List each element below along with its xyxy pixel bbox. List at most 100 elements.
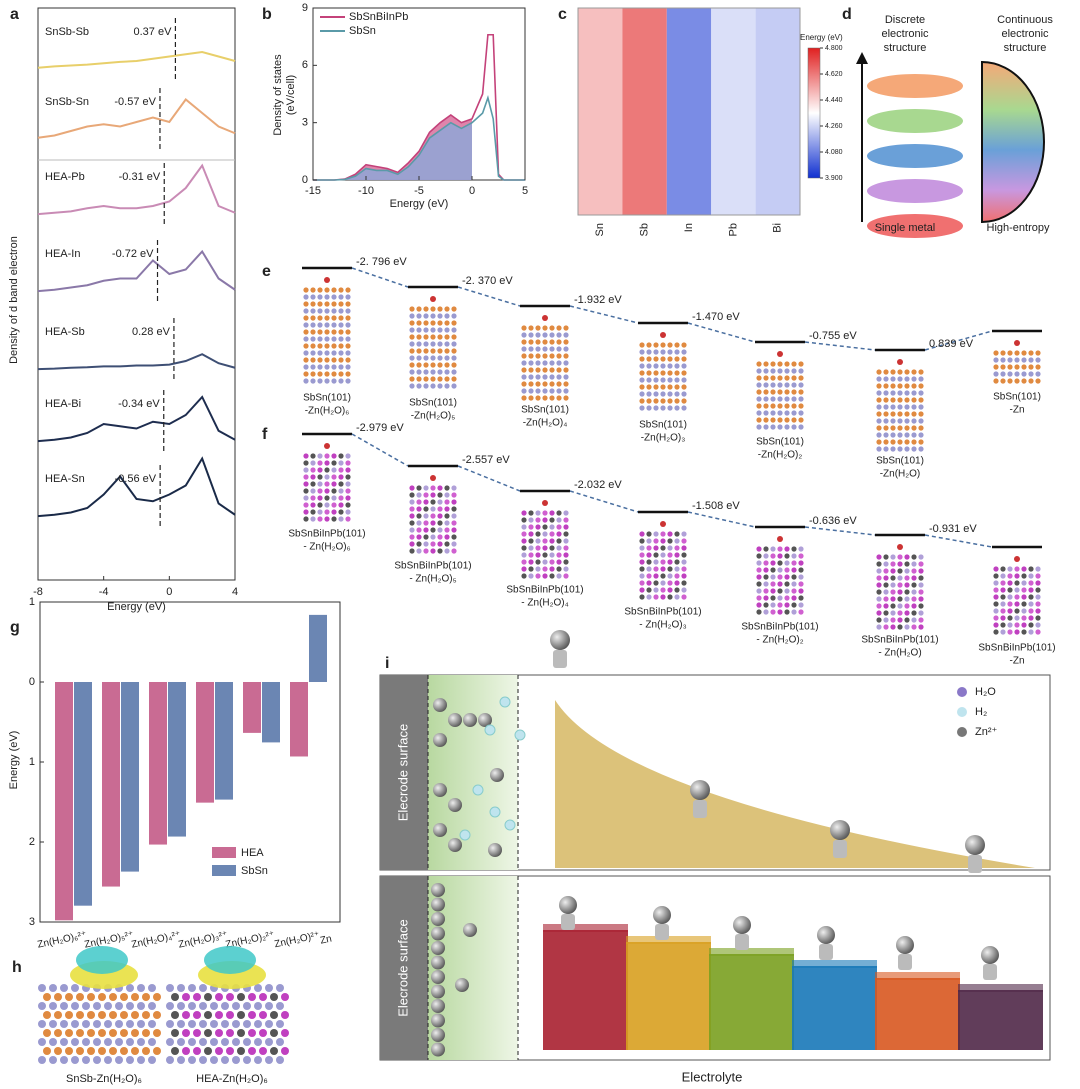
atom: [1000, 580, 1006, 586]
atom: [215, 993, 223, 1001]
atom: [756, 368, 762, 374]
energy-label: -2. 796 eV: [356, 256, 407, 268]
atom: [883, 369, 889, 375]
atom: [199, 984, 207, 992]
atom: [317, 453, 323, 459]
atom: [451, 492, 457, 498]
transition: [687, 322, 756, 343]
series-label: HEA-Pb: [45, 171, 85, 183]
atom: [310, 301, 316, 307]
atom: [911, 561, 917, 567]
atom: [993, 608, 999, 614]
zinc-ion: [433, 698, 447, 712]
structure-label: SnSb-Zn(H₂O)₆: [66, 1073, 142, 1085]
atom: [237, 1011, 245, 1019]
atom: [65, 1047, 73, 1055]
transition: [569, 490, 639, 513]
atom: [763, 574, 769, 580]
atom: [451, 334, 457, 340]
atom: [310, 308, 316, 314]
arrow-head: [856, 52, 868, 64]
zinc-deposit: [431, 999, 445, 1013]
atom: [563, 332, 569, 338]
atom: [777, 396, 783, 402]
atom: [521, 325, 527, 331]
bar: [149, 682, 167, 845]
atom: [646, 377, 652, 383]
atom: [911, 568, 917, 574]
colorbar-tick-label: 4.260: [825, 123, 843, 130]
atom: [317, 509, 323, 515]
atom: [430, 485, 436, 491]
atom: [784, 410, 790, 416]
atom: [876, 439, 882, 445]
atom: [897, 432, 903, 438]
atom: [60, 1002, 68, 1010]
atom: [563, 538, 569, 544]
atom: [338, 350, 344, 356]
atom: [763, 403, 769, 409]
atom: [681, 594, 687, 600]
atom: [416, 383, 422, 389]
d-band-label: -0.57 eV: [114, 96, 156, 108]
atom: [653, 349, 659, 355]
atom: [98, 1047, 106, 1055]
colorbar-tick-label: 4.440: [825, 97, 843, 104]
atom: [521, 566, 527, 572]
atom: [142, 1011, 150, 1019]
atom: [542, 531, 548, 537]
atom: [667, 594, 673, 600]
atom: [437, 534, 443, 540]
atom: [528, 374, 534, 380]
atom: [1014, 580, 1020, 586]
y-tick-label: 3: [29, 916, 35, 928]
atom: [784, 403, 790, 409]
atom: [338, 509, 344, 515]
atom: [993, 378, 999, 384]
atom: [409, 527, 415, 533]
atom: [317, 460, 323, 466]
y-axis-label: Density of states: [272, 54, 284, 136]
atom: [660, 580, 666, 586]
atom: [777, 546, 783, 552]
atom: [430, 541, 436, 547]
atom: [763, 595, 769, 601]
atom: [1028, 622, 1034, 628]
atom: [667, 377, 673, 383]
atom: [784, 375, 790, 381]
colorbar-tick-label: 4.800: [825, 45, 843, 52]
atom: [556, 531, 562, 537]
atom: [60, 1056, 68, 1064]
atom: [437, 541, 443, 547]
atom: [897, 369, 903, 375]
atom: [93, 1020, 101, 1028]
walker-body: [693, 800, 707, 818]
atom: [904, 383, 910, 389]
panel-label: a: [10, 6, 19, 23]
atom: [1021, 566, 1027, 572]
atom: [798, 609, 804, 615]
state-label: SbSnBiInPb(101): [741, 622, 818, 633]
atom: [639, 552, 645, 558]
atom: [430, 499, 436, 505]
zinc-walker: [830, 820, 850, 840]
atom: [1007, 378, 1013, 384]
atom: [890, 603, 896, 609]
atom: [409, 348, 415, 354]
atom: [409, 376, 415, 382]
atom: [204, 1011, 212, 1019]
atom: [331, 488, 337, 494]
atom: [890, 425, 896, 431]
zinc-deposit: [431, 1013, 445, 1028]
atom: [430, 492, 436, 498]
atom: [535, 538, 541, 544]
atom: [1007, 615, 1013, 621]
atom: [542, 524, 548, 530]
atom: [777, 368, 783, 374]
atom: [338, 336, 344, 342]
atom: [1000, 378, 1006, 384]
adsorbate: [777, 536, 783, 542]
atom: [876, 568, 882, 574]
atom: [549, 573, 555, 579]
atom: [303, 453, 309, 459]
